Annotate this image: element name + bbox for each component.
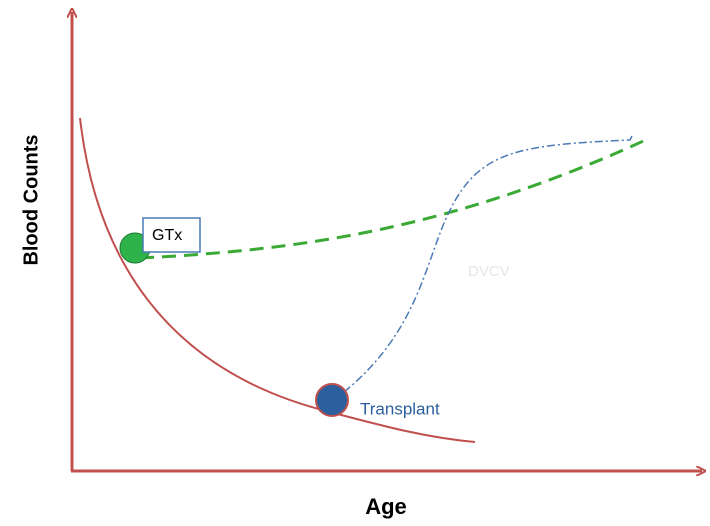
y-axis-label: Blood Counts bbox=[20, 134, 42, 265]
gtx-box bbox=[142, 217, 201, 253]
transplant-label: Transplant bbox=[360, 399, 440, 418]
baseline-curve bbox=[79, 117, 476, 443]
transplant-curve bbox=[343, 135, 633, 393]
x-axis-label: Age bbox=[365, 494, 407, 519]
gtx-curve bbox=[139, 136, 651, 260]
gtx-label: GTx bbox=[152, 227, 182, 244]
dvcv-label: DVCV bbox=[468, 263, 510, 280]
transplant-point bbox=[315, 383, 349, 417]
